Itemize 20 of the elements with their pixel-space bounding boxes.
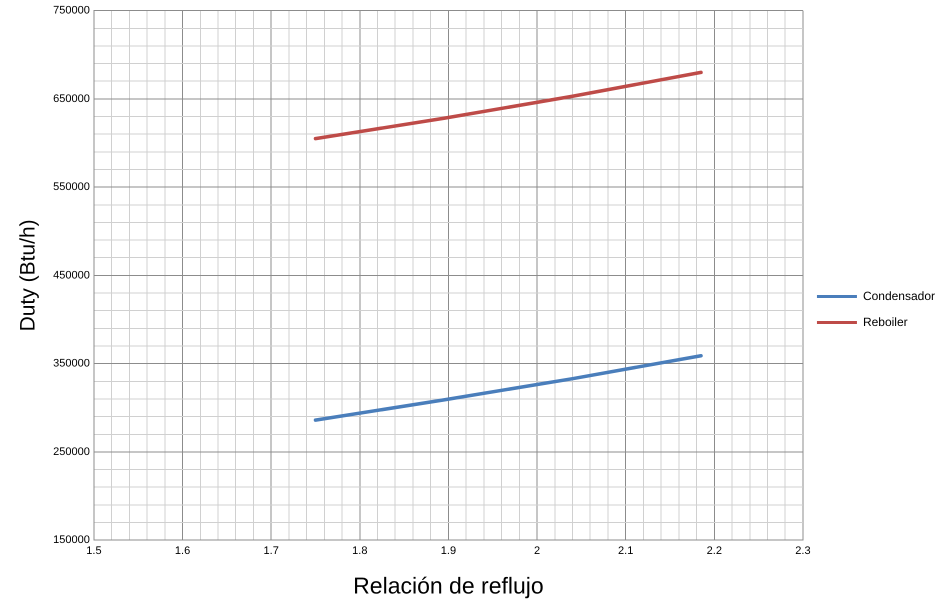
legend-label: Reboiler: [862, 314, 908, 329]
y-tick-label: 150000: [53, 534, 90, 546]
x-tick-label: 2: [534, 544, 540, 557]
x-tick-label: 2.3: [795, 544, 811, 557]
y-axis-title: Duty (Btu/h): [16, 219, 40, 332]
y-tick-label: 750000: [53, 4, 90, 17]
legend-label: Condensador: [862, 288, 936, 303]
x-axis-title: Relación de reflujo: [353, 572, 544, 599]
x-tick-label: 2.2: [706, 544, 722, 557]
y-tick-label: 350000: [53, 358, 90, 370]
x-tick-label: 1.9: [440, 544, 456, 557]
y-tick-label: 450000: [53, 269, 90, 282]
y-tick-label: 250000: [53, 446, 90, 458]
y-tick-label: 650000: [53, 92, 90, 105]
x-tick-label: 1.8: [352, 544, 368, 557]
y-tick-label: 550000: [53, 181, 90, 194]
x-tick-label: 1.6: [174, 544, 190, 557]
x-tick-label: 2.1: [618, 544, 634, 557]
x-tick-label: 1.7: [264, 544, 279, 557]
x-tick-label: 1.5: [86, 544, 102, 557]
